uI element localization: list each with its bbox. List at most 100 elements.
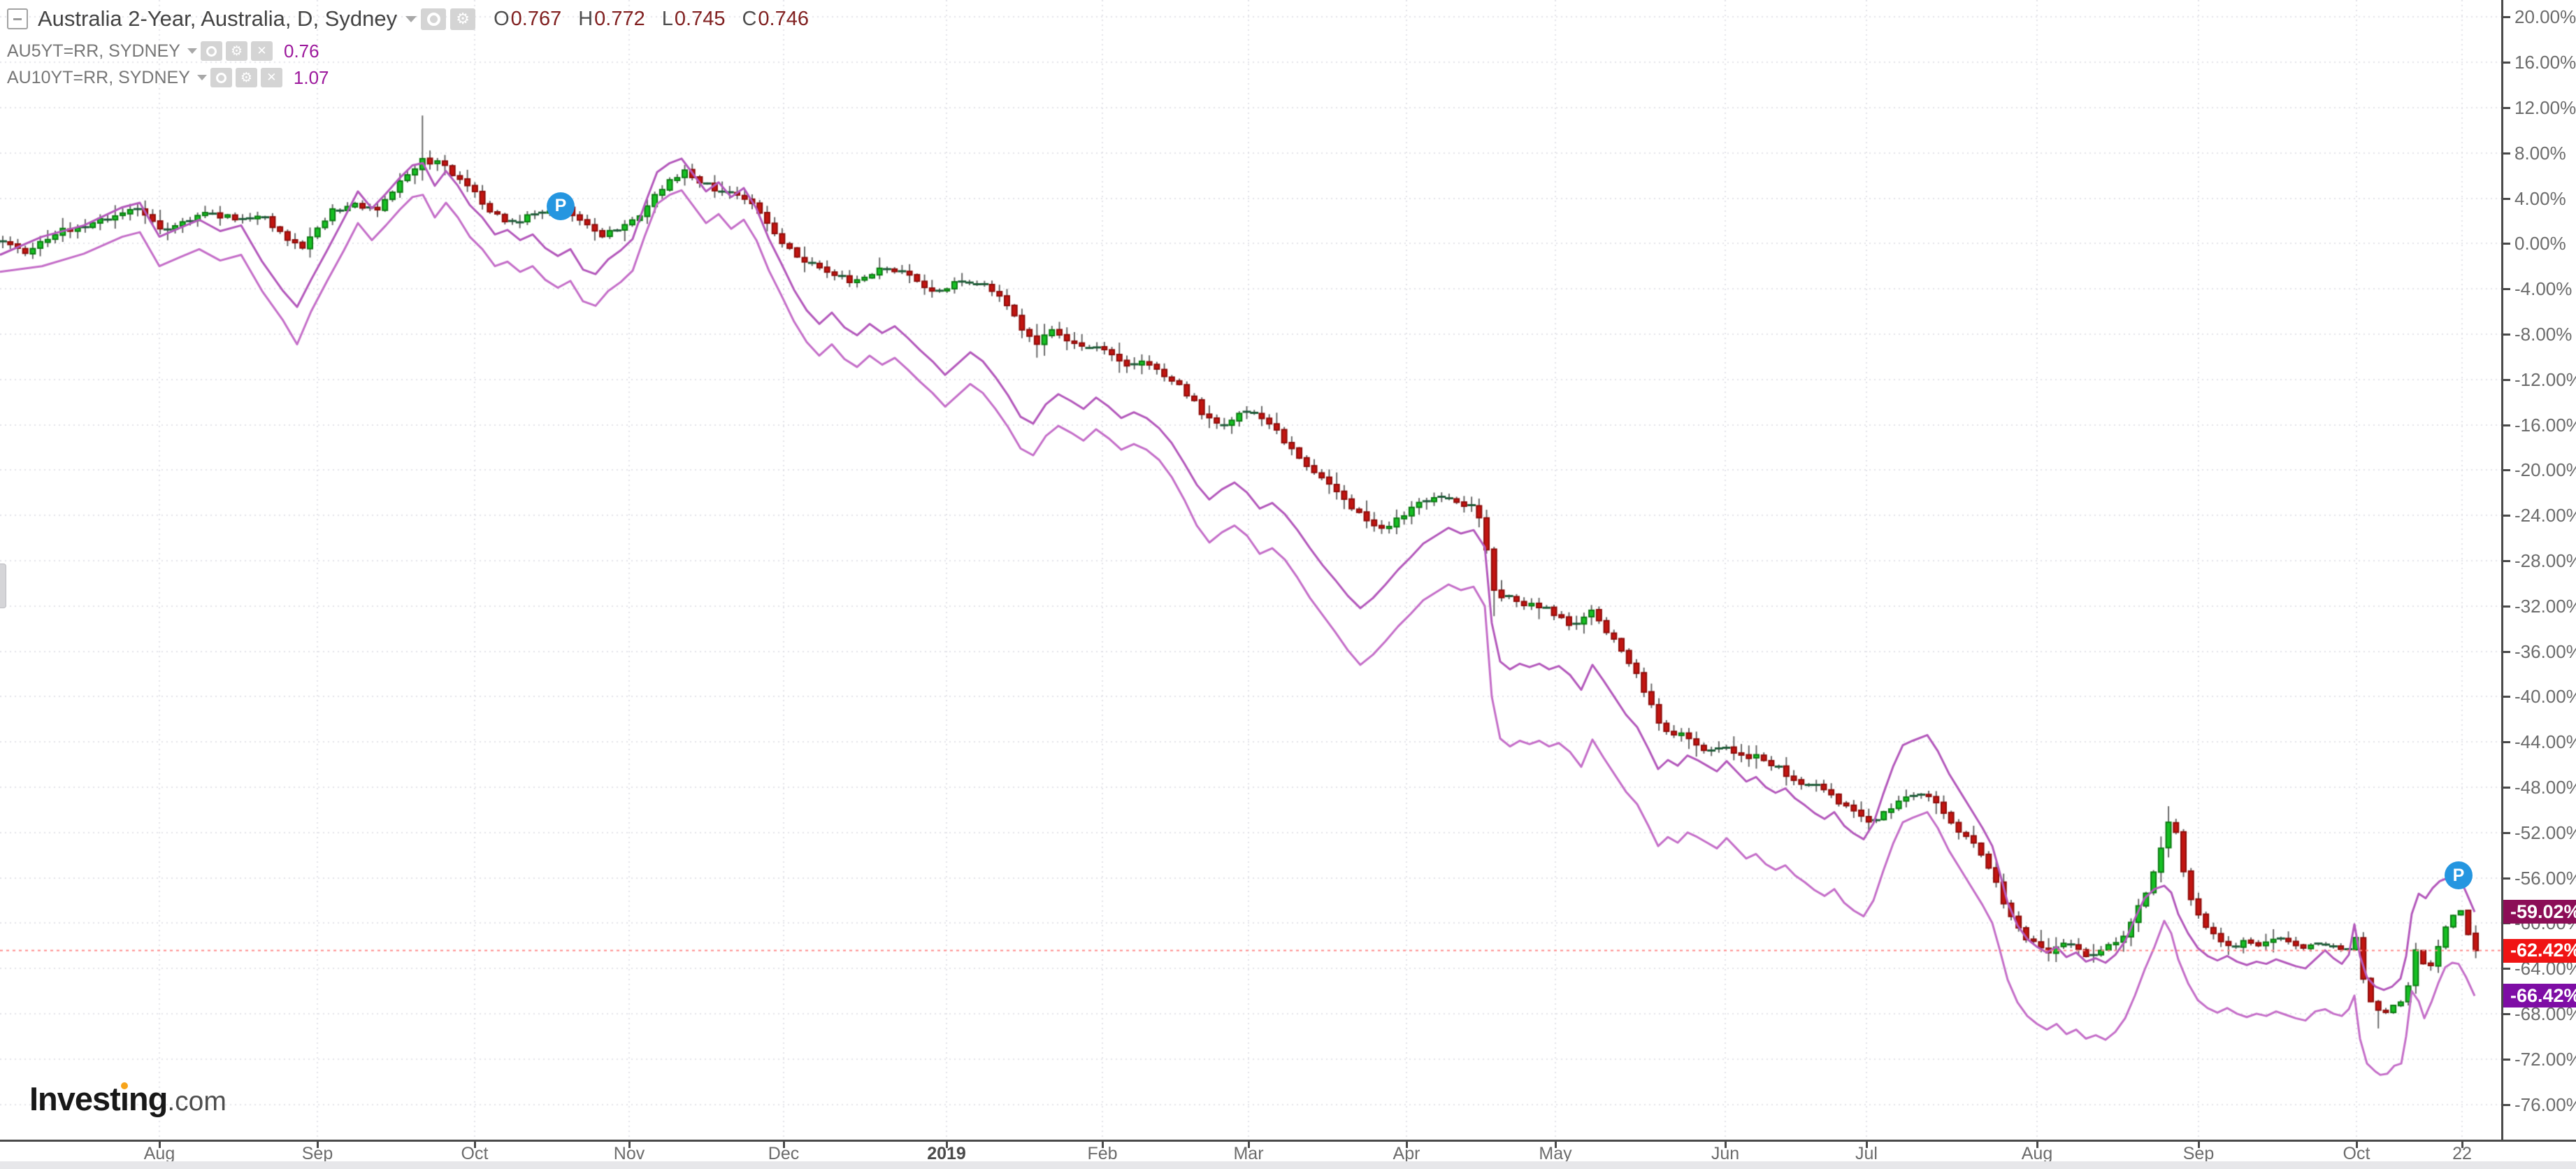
legend-settings-button[interactable]: ⚙ bbox=[235, 68, 257, 87]
position-marker[interactable]: P bbox=[547, 192, 575, 220]
settings-button[interactable]: ⚙ bbox=[450, 8, 476, 30]
x-axis-tick bbox=[1866, 1141, 1868, 1148]
x-axis-tick bbox=[1725, 1141, 1727, 1148]
y-axis-tick bbox=[2503, 831, 2510, 834]
y-axis-tick bbox=[2503, 696, 2510, 698]
y-axis-tick bbox=[2503, 424, 2510, 426]
x-axis-label: Oct bbox=[461, 1144, 489, 1163]
collapse-panel-icon[interactable] bbox=[7, 8, 28, 29]
y-axis-label: -20.00% bbox=[2514, 459, 2576, 481]
y-axis-label: 8.00% bbox=[2514, 142, 2566, 164]
close-icon: ✕ bbox=[266, 71, 277, 84]
y-axis-tick bbox=[2503, 62, 2510, 64]
ohlc-value: 0.767 bbox=[510, 7, 562, 30]
y-axis-tick bbox=[2503, 968, 2510, 970]
x-axis-label: Dec bbox=[768, 1144, 800, 1163]
legend-symbol: AU5YT=RR, SYDNEY bbox=[7, 41, 180, 61]
price-chart-canvas[interactable] bbox=[0, 0, 2501, 1140]
y-axis-tick bbox=[2503, 469, 2510, 472]
y-axis-label: -8.00% bbox=[2514, 323, 2573, 345]
price-axis[interactable]: 20.00% 16.00% 12.00% 8.00% 4.00% 0.00% -4.00% -… bbox=[2501, 0, 2576, 1140]
x-axis-tick bbox=[2356, 1141, 2358, 1148]
y-axis-tick bbox=[2503, 197, 2510, 200]
y-axis-label: -36.00% bbox=[2514, 640, 2576, 662]
legend-menu-caret-icon[interactable] bbox=[187, 48, 197, 54]
x-axis-label: Aug bbox=[2021, 1144, 2053, 1163]
y-axis-label: -12.00% bbox=[2514, 368, 2576, 390]
y-axis-tick bbox=[2503, 515, 2510, 517]
x-axis-label: 2019 bbox=[927, 1144, 966, 1163]
y-axis-label: -56.00% bbox=[2514, 867, 2576, 889]
y-axis-tick bbox=[2503, 1103, 2510, 1106]
x-axis-label: May bbox=[1539, 1144, 1572, 1163]
y-axis-label: 20.00% bbox=[2514, 6, 2576, 28]
y-axis-tick bbox=[2503, 1058, 2510, 1061]
legend-remove-button[interactable]: ✕ bbox=[251, 41, 273, 61]
y-axis-label: 16.00% bbox=[2514, 52, 2576, 73]
ohlc-value: 0.772 bbox=[594, 7, 645, 30]
gear-icon: ⚙ bbox=[240, 70, 252, 85]
x-axis-label: Sep bbox=[2182, 1144, 2215, 1163]
y-axis-tick bbox=[2503, 152, 2510, 155]
x-axis-label: Apr bbox=[1393, 1144, 1420, 1163]
x-axis-label: Sep bbox=[301, 1144, 333, 1163]
x-axis-tick bbox=[317, 1141, 319, 1148]
x-axis-tick bbox=[783, 1141, 785, 1148]
price-tag: -59.02% bbox=[2503, 900, 2576, 924]
legend-row-au10yt: AU10YT=RR, SYDNEY ⚙ ✕ 1.07 bbox=[7, 66, 329, 89]
y-axis-label: 0.00% bbox=[2514, 233, 2566, 254]
chart-header: Australia 2-Year, Australia, D, Sydney ⚙… bbox=[7, 6, 809, 32]
y-axis-tick bbox=[2503, 106, 2510, 109]
y-axis-label: 4.00% bbox=[2514, 187, 2566, 209]
y-axis-tick bbox=[2503, 378, 2510, 381]
ohlc-readout: O 0.767 H 0.772 L 0.745 C 0.746 bbox=[494, 8, 809, 31]
target-icon bbox=[426, 12, 440, 26]
y-axis-label: -48.00% bbox=[2514, 776, 2576, 798]
y-axis-tick bbox=[2503, 243, 2510, 245]
close-icon: ✕ bbox=[257, 44, 267, 57]
gear-icon: ⚙ bbox=[456, 10, 470, 27]
position-marker[interactable]: P bbox=[2445, 861, 2473, 890]
legend-symbol: AU10YT=RR, SYDNEY bbox=[7, 67, 190, 87]
x-axis-label: Jun bbox=[1711, 1144, 1740, 1163]
y-axis-label: -52.00% bbox=[2514, 822, 2576, 843]
y-axis-tick bbox=[2503, 741, 2510, 744]
legend-remove-button[interactable]: ✕ bbox=[260, 68, 282, 87]
y-axis-label: -16.00% bbox=[2514, 414, 2576, 436]
price-tag: -66.42% bbox=[2503, 984, 2576, 1008]
time-axis[interactable]: Aug Sep Oct Nov Dec 2019 Feb Mar Apr May Jun Jul Aug… bbox=[0, 1140, 2576, 1163]
x-axis-tick bbox=[1248, 1141, 1250, 1148]
x-axis-tick bbox=[946, 1141, 948, 1148]
ohlc-label: L bbox=[661, 7, 673, 30]
x-axis-tick bbox=[1555, 1141, 1557, 1148]
gear-icon: ⚙ bbox=[230, 43, 243, 59]
ohlc-label: O bbox=[494, 7, 510, 30]
x-axis-label: Aug bbox=[143, 1144, 175, 1163]
y-axis-tick bbox=[2503, 786, 2510, 789]
source-icon bbox=[215, 72, 226, 83]
legend-source-button[interactable] bbox=[201, 41, 222, 61]
legend-settings-button[interactable]: ⚙ bbox=[226, 41, 247, 61]
symbol-menu-caret-icon[interactable] bbox=[405, 15, 417, 22]
y-axis-label: -24.00% bbox=[2514, 505, 2576, 526]
x-axis-label: Mar bbox=[1233, 1144, 1264, 1163]
y-axis-tick bbox=[2503, 333, 2510, 336]
ohlc-label: H bbox=[578, 7, 593, 30]
y-axis-label: -76.00% bbox=[2514, 1093, 2576, 1115]
y-axis-tick bbox=[2503, 605, 2510, 608]
y-axis-tick bbox=[2503, 877, 2510, 880]
x-axis-tick bbox=[2036, 1141, 2038, 1148]
x-axis-tick bbox=[1406, 1141, 1408, 1148]
compare-symbol-button[interactable] bbox=[421, 8, 447, 30]
y-axis-label: -72.00% bbox=[2514, 1048, 2576, 1070]
y-axis-tick bbox=[2503, 559, 2510, 562]
investing-com-watermark: Investı ng.com bbox=[29, 1080, 226, 1117]
legend-source-button[interactable] bbox=[210, 68, 232, 87]
x-axis-label: Feb bbox=[1087, 1144, 1118, 1163]
x-axis-tick bbox=[2461, 1141, 2463, 1148]
y-axis-label: -28.00% bbox=[2514, 550, 2576, 571]
legend-menu-caret-icon[interactable] bbox=[196, 75, 207, 80]
drawing-toolbar-handle[interactable] bbox=[0, 564, 6, 608]
source-icon bbox=[206, 45, 217, 57]
